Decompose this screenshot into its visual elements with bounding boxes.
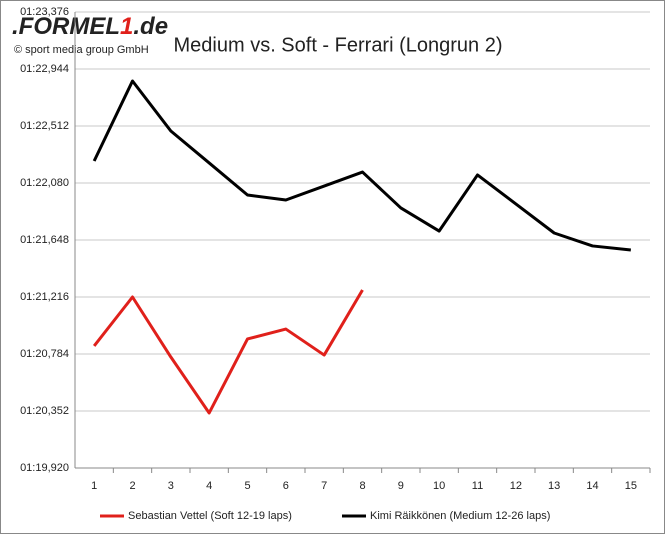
x-tick-label: 3: [168, 480, 174, 492]
y-tick-label: 01:21,648: [20, 234, 69, 246]
y-tick-label: 01:21,216: [20, 291, 69, 303]
x-tick-label: 15: [625, 480, 637, 492]
copyright: © sport media group GmbH: [14, 44, 149, 56]
chart-border: [0, 0, 665, 534]
y-tick-label: 01:20,352: [20, 405, 69, 417]
y-tick-label: 01:20,784: [20, 348, 69, 360]
legend-label: Sebastian Vettel (Soft 12-19 laps): [128, 510, 292, 522]
x-tick-label: 4: [206, 480, 212, 492]
x-tick-label: 11: [472, 480, 483, 492]
x-tick-label: 14: [586, 480, 598, 492]
x-tick-label: 12: [510, 480, 522, 492]
y-tick-label: 01:19,920: [20, 462, 69, 474]
y-tick-label: 01:22,080: [20, 177, 69, 189]
x-tick-label: 6: [283, 480, 289, 492]
x-tick-label: 2: [129, 480, 135, 492]
x-tick-label: 10: [433, 480, 445, 492]
series-line: [92, 289, 364, 415]
series-line: [92, 79, 631, 252]
x-tick-label: 9: [398, 480, 404, 492]
logo-mark: 1: [120, 13, 133, 40]
legend-label: Kimi Räikkönen (Medium 12-26 laps): [370, 510, 550, 522]
logo-right: .de: [133, 13, 168, 40]
logo: .FORMEL1.de: [12, 13, 168, 40]
x-tick-label: 13: [548, 480, 560, 492]
y-tick-label: 01:22,512: [20, 120, 69, 132]
y-tick-label: 01:23,376: [20, 6, 69, 18]
logo-left: .FORMEL: [12, 13, 120, 40]
x-tick-label: 1: [91, 480, 97, 492]
y-tick-label: 01:22,944: [20, 63, 69, 75]
x-tick-label: 7: [321, 480, 327, 492]
chart-title: Medium vs. Soft - Ferrari (Longrun 2): [174, 34, 503, 56]
x-tick-label: 5: [244, 480, 250, 492]
x-tick-label: 8: [359, 480, 365, 492]
